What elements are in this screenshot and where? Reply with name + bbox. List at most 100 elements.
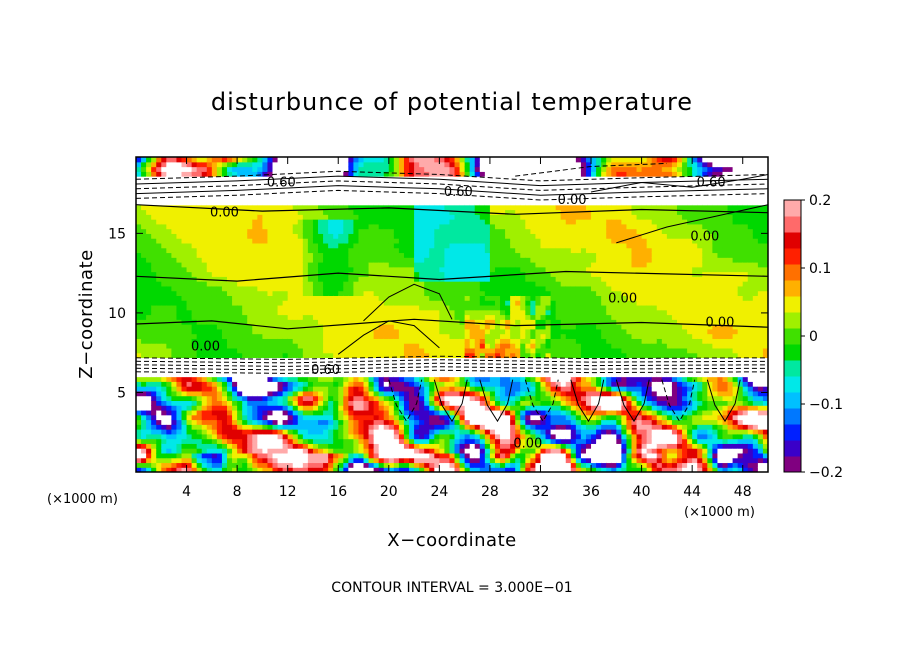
heatmap-cell [348,171,355,177]
heatmap-cell [510,333,516,339]
heatmap-cell [434,281,440,287]
heatmap-cell [444,390,451,397]
heatmap-cell [201,285,208,292]
heatmap-cell [494,347,501,354]
heatmap-cell [171,429,178,435]
heatmap-cell [312,199,319,206]
heatmap-cell [237,457,243,464]
heatmap-cell [292,166,299,172]
heatmap-cell [378,285,385,292]
heatmap-cell [292,405,299,411]
heatmap-cell [232,252,238,258]
heatmap-cell [247,362,253,368]
heatmap-cell [348,166,355,172]
heatmap-cell [242,452,248,459]
heatmap-cell [196,199,203,206]
heatmap-cell [186,433,193,440]
heatmap-cell [479,266,486,273]
heatmap-cell [444,371,451,378]
heatmap-cell [383,180,390,187]
heatmap-cell [176,262,183,268]
heatmap-cell [469,233,476,239]
heatmap-cell [434,242,440,249]
heatmap-cell [449,300,456,306]
heatmap-cell [227,452,233,459]
heatmap-cell [363,290,370,297]
heatmap-cell [333,333,339,339]
heatmap-cell [403,214,410,220]
heatmap-cell [500,271,506,277]
heatmap-cell [429,262,435,268]
heatmap-cell [196,252,203,258]
heatmap-cell [378,238,385,244]
heatmap-cell [444,228,451,234]
heatmap-cell [201,204,208,211]
heatmap-cell [211,400,218,406]
heatmap-cell [338,166,344,172]
heatmap-cell [459,238,466,244]
heatmap-cell [302,467,309,472]
heatmap-cell [297,166,304,172]
heatmap-cell [227,238,233,244]
heatmap-cell [328,290,334,297]
heatmap-cell [151,452,157,459]
heatmap-cell [434,195,440,201]
heatmap-cell [136,281,142,287]
heatmap-cell [479,452,486,459]
heatmap-cell [323,252,329,258]
heatmap-cell [161,257,167,263]
heatmap-cell [454,309,461,316]
heatmap-cell [297,195,304,201]
heatmap-cell [459,405,466,411]
heatmap-cell [272,228,279,234]
heatmap-cell [474,233,481,239]
heatmap-cell [257,161,263,168]
heatmap-cell [252,228,258,234]
heatmap-cell [338,400,344,406]
heatmap-cell [333,290,339,297]
heatmap-cell [373,429,380,435]
heatmap-cell [353,457,360,464]
heatmap-cell [307,176,314,182]
heatmap-cell [464,276,471,282]
heatmap-cell [151,438,157,444]
heatmap-cell [277,347,284,354]
heatmap-cell [403,338,410,344]
heatmap-cell [318,285,324,292]
heatmap-cell [252,204,258,211]
heatmap-cell [146,319,152,325]
heatmap-cell [136,386,142,392]
heatmap-cell [515,429,521,435]
heatmap-cell [312,357,319,363]
heatmap-cell [343,438,349,444]
heatmap-cell [383,324,390,330]
heatmap-cell [166,285,172,292]
heatmap-cell [338,161,344,168]
heatmap-cell [201,238,208,244]
heatmap-cell [136,304,142,311]
heatmap-cell [141,195,147,201]
heatmap-cell [161,462,167,468]
heatmap-cell [353,314,360,320]
heatmap-cell [221,390,228,397]
heatmap-cell [206,257,213,263]
heatmap-cell [368,429,375,435]
heatmap-cell [201,357,208,363]
heatmap-cell [464,381,471,387]
heatmap-cell [171,333,178,339]
heatmap-cell [277,161,284,168]
heatmap-cell [267,257,274,263]
heatmap-cell [272,395,279,402]
heatmap-cell [505,295,511,301]
heatmap-cell [363,433,370,440]
heatmap-cell [257,357,263,363]
heatmap-cell [282,295,289,301]
heatmap-cell [186,438,193,444]
heatmap-cell [419,257,425,263]
heatmap-cell [454,381,461,387]
heatmap-cell [161,276,167,282]
heatmap-cell [469,276,476,282]
heatmap-cell [368,443,375,449]
heatmap-cell [414,347,420,354]
heatmap-cell [500,266,506,273]
